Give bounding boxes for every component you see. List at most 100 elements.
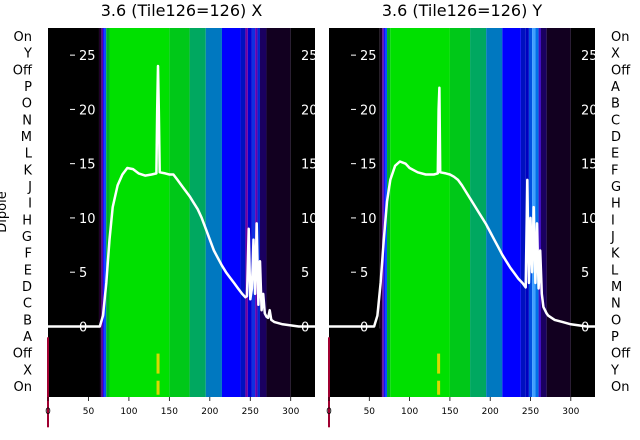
heat-column xyxy=(109,28,170,397)
row-label: H xyxy=(611,197,621,212)
overlay-y-tick-label: 10 xyxy=(79,212,96,227)
row-label: H xyxy=(22,213,32,228)
heat-spot xyxy=(437,353,441,374)
heat-spot xyxy=(437,380,441,395)
heat-edge-mark xyxy=(328,337,330,428)
overlay-y-tick-label: 20 xyxy=(79,103,96,118)
row-label: D xyxy=(22,280,32,295)
x-tick-label: 50 xyxy=(83,407,95,417)
heat-column xyxy=(240,28,246,397)
heat-column xyxy=(259,28,267,397)
overlay-line xyxy=(327,86,597,328)
row-label: Off xyxy=(611,347,631,362)
heat-column xyxy=(205,28,222,397)
heat-lower-band xyxy=(48,328,100,397)
overlay-y-tick-label: 25 xyxy=(360,49,377,64)
heat-column xyxy=(382,28,384,397)
heat-column xyxy=(247,28,252,397)
x-tick-label: 200 xyxy=(201,407,218,417)
heat-column xyxy=(570,28,595,397)
heat-column xyxy=(255,28,258,397)
row-label: D xyxy=(611,130,621,145)
row-label: B xyxy=(23,313,32,328)
x-tick-label: 200 xyxy=(482,407,499,417)
overlay-y-tick-label-right: 10 xyxy=(581,212,598,227)
row-label: J xyxy=(610,230,615,245)
heat-column xyxy=(383,28,386,397)
row-label: G xyxy=(22,230,32,245)
y-axis-label: Dipole xyxy=(0,191,10,232)
row-label: L xyxy=(611,263,619,278)
x-tick-label: 250 xyxy=(242,407,259,417)
row-label: O xyxy=(22,97,32,112)
heat-column xyxy=(538,28,541,397)
row-label: Y xyxy=(23,47,32,62)
overlay-y-tick-label: 25 xyxy=(79,49,96,64)
overlay-y-tick-label: 0 xyxy=(360,320,368,335)
heat-edge-mark xyxy=(47,337,49,428)
heat-lower-band xyxy=(329,328,381,397)
heat-column xyxy=(169,28,190,397)
heat-column xyxy=(535,28,539,397)
overlay-y-tick-label: 15 xyxy=(79,158,96,173)
heat-column xyxy=(104,28,107,397)
heat-column xyxy=(106,28,110,397)
heat-column xyxy=(540,28,547,397)
heat-column xyxy=(502,28,521,397)
heat-column xyxy=(520,28,526,397)
chart-title: 3.6 (Tile126=126) X xyxy=(101,1,263,20)
x-tick-label: 100 xyxy=(401,407,418,417)
row-label: On xyxy=(14,30,32,45)
heat-column xyxy=(528,28,533,397)
x-tick-label: 0 xyxy=(45,407,51,417)
row-label: A xyxy=(23,330,32,345)
row-label: M xyxy=(611,280,622,295)
heat-column xyxy=(486,28,503,397)
row-label: Y xyxy=(610,363,619,378)
x-tick-label: 300 xyxy=(562,407,579,417)
overlay-y-tick-label-right: 5 xyxy=(581,266,589,281)
heat-column xyxy=(266,28,291,397)
overlay-y-tick-label-right: 15 xyxy=(301,158,318,173)
row-label: N xyxy=(611,297,621,312)
overlay-y-tick-label-right: 20 xyxy=(581,103,598,118)
row-label: F xyxy=(611,163,618,178)
row-label: L xyxy=(25,147,33,162)
overlay-y-tick-label-right: 15 xyxy=(581,158,598,173)
row-label: A xyxy=(611,80,620,95)
heat-column xyxy=(290,28,315,397)
x-tick-label: 150 xyxy=(161,407,178,417)
x-tick-label: 250 xyxy=(522,407,539,417)
heat-column xyxy=(546,28,571,397)
row-label: K xyxy=(611,247,620,262)
row-label: P xyxy=(611,330,619,345)
heat-column xyxy=(98,28,102,397)
heat-column xyxy=(103,28,105,397)
x-tick-label: 50 xyxy=(364,407,376,417)
overlay-y-tick-label: 10 xyxy=(360,212,377,227)
heat-column xyxy=(387,28,391,397)
x-tick-label: 0 xyxy=(326,407,332,417)
row-label: N xyxy=(22,113,32,128)
row-label: O xyxy=(611,313,621,328)
overlay-y-tick-label-right: 25 xyxy=(301,49,318,64)
row-label: I xyxy=(28,197,32,212)
row-label: Off xyxy=(13,63,33,78)
x-tick-label: 300 xyxy=(282,407,299,417)
overlay-y-tick-label-right: 20 xyxy=(301,103,318,118)
row-label: Off xyxy=(13,347,33,362)
heat-column xyxy=(101,28,104,397)
row-label: E xyxy=(24,263,32,278)
chart-title: 3.6 (Tile126=126) Y xyxy=(382,1,543,20)
overlay-y-tick-label: 5 xyxy=(79,266,87,281)
row-label: On xyxy=(611,30,629,45)
panel-gap xyxy=(315,28,329,397)
overlay-y-tick-label: 15 xyxy=(360,158,377,173)
row-label: C xyxy=(23,297,32,312)
heat-column xyxy=(251,28,256,397)
x-tick-label: 150 xyxy=(441,407,458,417)
row-label: Off xyxy=(611,63,631,78)
overlay-y-tick-label-right: 0 xyxy=(301,320,309,335)
row-label: X xyxy=(23,363,32,378)
row-label: On xyxy=(611,380,629,395)
